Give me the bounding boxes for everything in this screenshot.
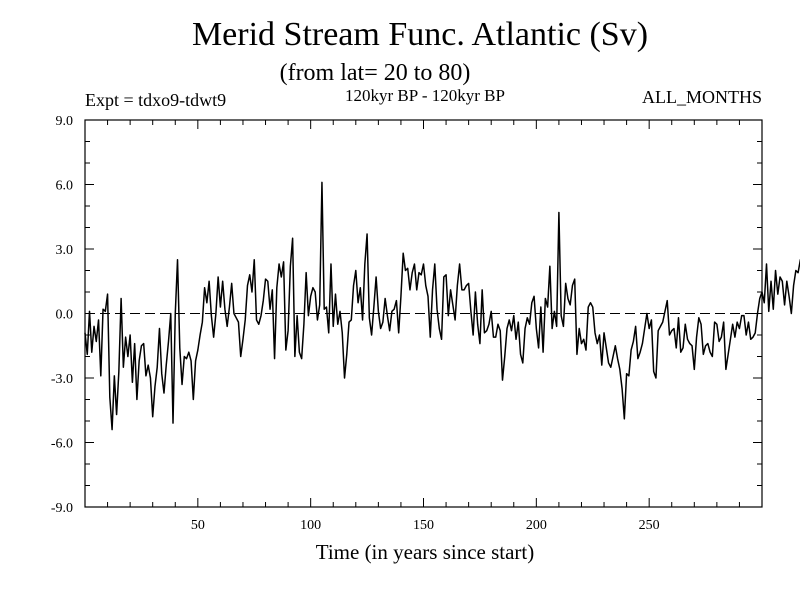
x-axis-label: Time (in years since start) — [315, 540, 535, 564]
y-tick-label: -6.0 — [51, 437, 73, 452]
y-tick-label: 0.0 — [56, 308, 74, 323]
chart-subtitle: (from lat= 20 to 80) — [279, 60, 471, 86]
y-tick-label: 3.0 — [56, 243, 74, 258]
experiment-label: Expt = tdxo9-tdwt9 — [85, 90, 227, 110]
months-label: ALL_MONTHS — [642, 87, 762, 107]
chart-title: Merid Stream Func. Atlantic (Sv) — [191, 16, 649, 53]
x-tick-label: 50 — [191, 518, 205, 533]
y-tick-label: -9.0 — [51, 501, 73, 516]
y-tick-label: 9.0 — [56, 114, 74, 129]
y-axis: -9.0 -6.0 -3.0 0.0 3.0 6.0 9.0 — [51, 114, 762, 516]
x-tick-label: 250 — [639, 518, 660, 533]
y-tick-label: -3.0 — [51, 372, 73, 387]
x-tick-label: 150 — [413, 518, 434, 533]
y-tick-label: 6.0 — [56, 179, 74, 194]
x-axis: 50 100 150 200 250 — [107, 120, 740, 533]
x-tick-label: 100 — [300, 518, 321, 533]
period-label: 120kyr BP - 120kyr BP — [345, 86, 505, 105]
series-line — [84, 181, 800, 431]
x-tick-label: 200 — [526, 518, 547, 533]
